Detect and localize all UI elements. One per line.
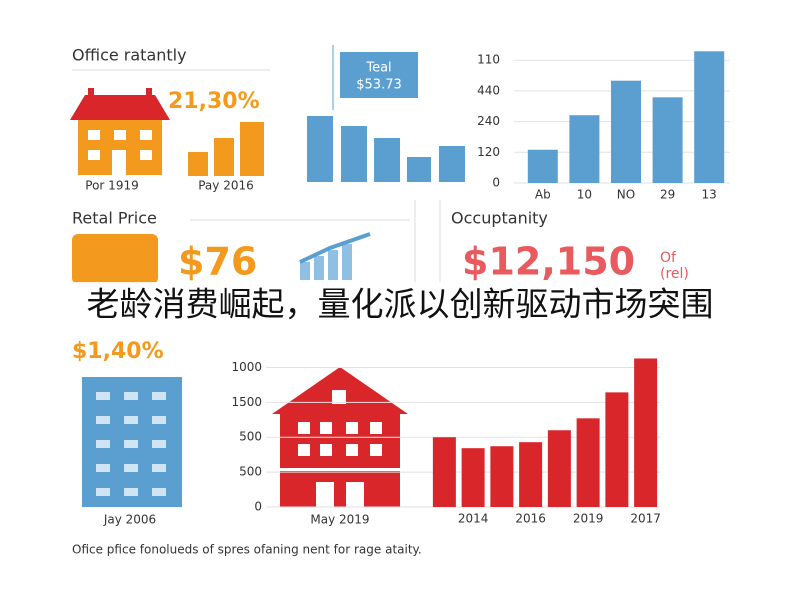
- mini-bars: [188, 122, 264, 176]
- trend-icon: [299, 232, 371, 280]
- y-tick-label: 1500: [231, 395, 262, 409]
- y-tick-label: 110: [477, 53, 500, 67]
- x-tick-label: 2017: [630, 512, 661, 526]
- tooltip-value: $53.73: [356, 78, 402, 93]
- stat: 21,30%: [168, 89, 260, 114]
- x-tick-label: 2014: [458, 512, 489, 526]
- y-tick-label: 240: [477, 114, 500, 128]
- y-tick-label: 0: [254, 500, 262, 514]
- y-tick-label: 500: [239, 430, 262, 444]
- y-tick-label: 440: [477, 83, 500, 97]
- y-tick-label: 120: [477, 145, 500, 159]
- stat: $76: [178, 240, 257, 284]
- note: (rel): [660, 266, 689, 282]
- x-tick-label: NO: [617, 188, 635, 202]
- footer: Ofice pfice fonolueds of spres ofaning n…: [72, 543, 422, 557]
- bar: [576, 418, 600, 507]
- x-tick-label: 13: [702, 188, 717, 202]
- caption: 老龄消费崛起，量化派以创新驱动市场突围: [87, 285, 714, 324]
- bar: [694, 51, 725, 184]
- panel-title: Retal Price: [72, 209, 157, 228]
- x-tick-label: 10: [577, 188, 592, 202]
- bar: [519, 442, 543, 507]
- label: May 2019: [310, 513, 369, 527]
- bar: [605, 392, 629, 507]
- label: Pay 2016: [198, 179, 254, 193]
- x-tick-label: Ab: [535, 188, 551, 202]
- bar: [652, 97, 683, 183]
- house-icon: [70, 88, 170, 175]
- bar: [611, 80, 641, 183]
- note: Of: [660, 250, 677, 266]
- label: Jay 2006: [103, 513, 156, 527]
- panel-title: Occuptanity: [451, 209, 548, 228]
- bar: [547, 430, 571, 507]
- y-tick-label: 1000: [231, 360, 262, 374]
- icon: [72, 234, 158, 284]
- x-tick-label: 29: [660, 188, 675, 202]
- tooltip: [340, 52, 418, 98]
- panel-title: Office ratantly: [72, 46, 187, 65]
- mini-bars: [307, 116, 465, 182]
- y-tick-label: 0: [492, 176, 500, 190]
- bar: [527, 149, 558, 183]
- x-tick-label: 2019: [573, 512, 604, 526]
- bar: [634, 358, 658, 507]
- building-icon: [82, 377, 182, 507]
- bar: [461, 448, 485, 507]
- caption-band: [0, 282, 800, 328]
- x-tick-label: 2016: [515, 512, 546, 526]
- bar: [490, 446, 514, 507]
- bar: [432, 437, 456, 507]
- stat: $1,40%: [72, 339, 164, 364]
- stat: $12,150: [462, 240, 635, 284]
- bar: [569, 115, 600, 183]
- y-tick-label: 500: [239, 465, 262, 479]
- tooltip-title: Teal: [365, 61, 391, 76]
- label: Por 1919: [85, 179, 138, 193]
